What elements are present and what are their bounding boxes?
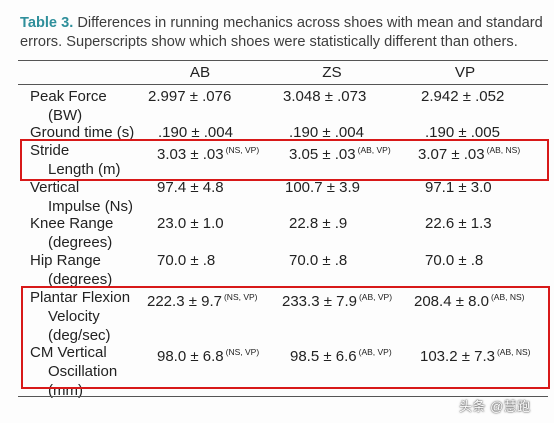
column-header-zs: ZS	[322, 64, 342, 81]
cell-ab: 97.4 ± 4.8	[157, 179, 224, 196]
cell-vp: 208.4 ± 8.0 (AB, NS)	[414, 292, 525, 310]
cell-zs: 3.048 ± .073	[283, 88, 367, 105]
cell-ab: 70.0 ± .8	[157, 252, 216, 269]
cell-ab: 222.3 ± 9.7 (NS, VP)	[147, 292, 258, 310]
cell-ab: 3.03 ± .03 (NS, VP)	[157, 145, 260, 163]
row-label: Hip Range (degrees)	[30, 252, 113, 288]
cell-zs: 22.8 ± .9	[289, 215, 348, 232]
highlight-box-plantar-cm	[21, 286, 550, 389]
cell-vp: 70.0 ± .8	[425, 252, 484, 269]
cell-ab: 23.0 ± 1.0	[157, 215, 224, 232]
row-label: Knee Range (degrees)	[30, 215, 114, 251]
watermark: 头条 @慧跑	[459, 399, 531, 414]
table-top-rule	[18, 60, 548, 61]
cell-zs: 70.0 ± .8	[289, 252, 348, 269]
cell-zs: 98.5 ± 6.6 (AB, VP)	[290, 347, 392, 365]
caption-text: Differences in running mechanics across …	[20, 15, 543, 50]
cell-vp: 103.2 ± 7.3 (AB, NS)	[420, 347, 531, 365]
cell-zs: 233.3 ± 7.9 (AB, VP)	[282, 292, 393, 310]
cell-vp: .190 ± .005	[425, 124, 500, 141]
cell-ab: 98.0 ± 6.8 (NS, VP)	[157, 347, 260, 365]
highlight-box-stride-length	[20, 139, 549, 181]
row-label: Vertical Impulse (Ns)	[30, 179, 134, 215]
row-label: CM Vertical Oscillation (mm)	[30, 344, 118, 399]
caption-label: Table 3.	[20, 15, 74, 31]
cell-zs: .190 ± .004	[289, 124, 364, 141]
cell-ab: .190 ± .004	[158, 124, 233, 141]
cell-vp: 2.942 ± .052	[421, 88, 505, 105]
cell-vp: 22.6 ± 1.3	[425, 215, 492, 232]
cell-vp: 97.1 ± 3.0	[425, 179, 492, 196]
cell-zs: 100.7 ± 3.9	[285, 179, 360, 196]
row-label: Peak Force (BW)	[30, 88, 107, 124]
cell-zs: 3.05 ± .03 (AB, VP)	[289, 145, 391, 163]
column-header-ab: AB	[189, 64, 211, 81]
row-label: Stride Length (m)	[30, 142, 121, 178]
row-label: Ground time (s)	[30, 124, 135, 141]
table-caption: Table 3. Differences in running mechanic…	[20, 14, 548, 52]
cell-ab: 2.997 ± .076	[148, 88, 232, 105]
column-header-vp: VP	[454, 64, 476, 81]
table-bottom-rule	[18, 396, 548, 397]
row-label: Plantar Flexion Velocity (deg/sec)	[30, 289, 131, 344]
cell-vp: 3.07 ± .03 (AB, NS)	[418, 145, 521, 163]
table-header-rule	[18, 84, 548, 85]
